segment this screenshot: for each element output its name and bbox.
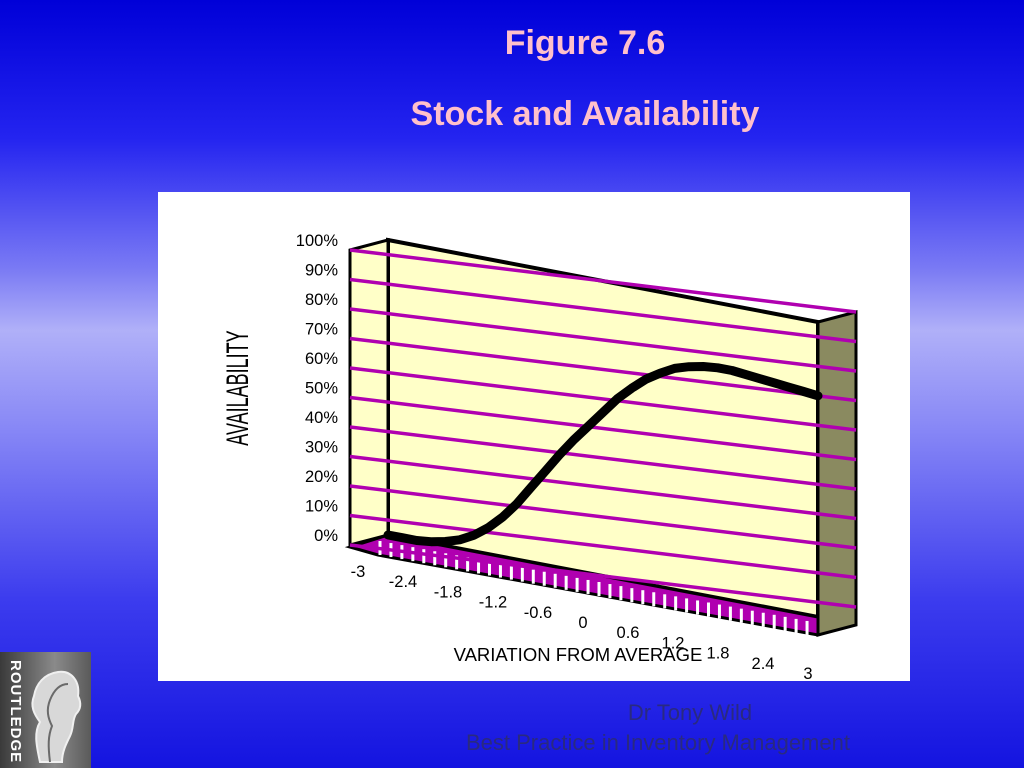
y-gridline (349, 366, 857, 432)
y-gridline (349, 484, 857, 550)
y-gridline (349, 513, 857, 580)
y-tick-label: 20% (305, 468, 338, 486)
x-tick-label: 0 (578, 614, 587, 632)
chart-panel: AVAILABILITY VARIATION FROM AVERAGE 0% 10… (158, 192, 910, 681)
y-tick-label: 90% (305, 262, 338, 280)
x-tick-label: 1.2 (662, 634, 685, 652)
y-gridline (349, 307, 857, 373)
y-tick-label: 100% (296, 232, 339, 250)
y-gridline (349, 248, 857, 314)
y-axis-label: AVAILABILITY (221, 330, 255, 445)
x-tick-label: 1.8 (707, 645, 730, 663)
x-tick-label: 0.6 (617, 624, 640, 642)
footer-author: Dr Tony Wild (627, 700, 753, 725)
x-tick-label: -2.4 (389, 573, 417, 591)
y-tick-label: 70% (305, 321, 338, 339)
chart-right-side (816, 310, 858, 637)
logo-text: ROUTLEDGE (7, 660, 24, 764)
y-gridline (349, 336, 857, 403)
y-gridline (349, 425, 857, 491)
x-tick-label: -1.8 (434, 583, 462, 601)
y-tick-label: 30% (305, 439, 338, 457)
y-tick-label: 0% (314, 527, 338, 545)
x-tick-label: -3 (351, 563, 366, 581)
x-tick-label: -1.2 (479, 594, 507, 612)
slide-title: Figure 7.6 (504, 24, 666, 62)
y-gridline (349, 543, 857, 609)
footer-book-title: Best Practice in Inventory Management (466, 730, 850, 755)
routledge-logo: ROUTLEDGE (0, 652, 91, 768)
chart-left-side (348, 238, 390, 547)
y-tick-label: 60% (305, 350, 338, 368)
x-tick-label: 2.4 (752, 655, 775, 673)
y-gridline (349, 395, 857, 462)
slide-subtitle: Stock and Availability (410, 95, 760, 133)
y-tick-label: 40% (305, 409, 338, 427)
y-gridline (349, 277, 857, 344)
x-tick-label: -0.6 (524, 604, 552, 622)
chart-plot-layer (344, 237, 858, 637)
series-availability-line (383, 362, 823, 547)
availability-chart: AVAILABILITY VARIATION FROM AVERAGE 0% 10… (221, 232, 858, 681)
profile-heads-icon (31, 670, 82, 763)
x-axis-label: VARIATION FROM AVERAGE (454, 644, 703, 665)
y-gridline (349, 454, 857, 521)
x-tick-label: 3 (803, 665, 812, 681)
y-tick-label: 80% (305, 291, 338, 309)
y-tick-label: 10% (305, 498, 338, 516)
y-tick-label: 50% (305, 380, 338, 398)
